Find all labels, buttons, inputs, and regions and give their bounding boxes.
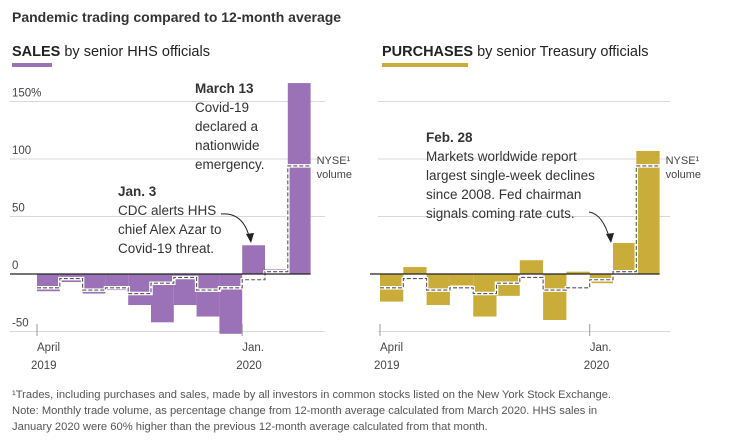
annotation-feb28-line-0: Feb. 28 <box>426 130 473 145</box>
footnote-line-1: ¹Trades, including purchases and sales, … <box>12 389 612 401</box>
annotation-jan3-line-2: chief Alex Azar to <box>118 222 222 237</box>
annotation-march13-line-3: nationwide <box>195 138 260 153</box>
footnote: ¹Trades, including purchases and sales, … <box>12 387 737 435</box>
annotation-feb28-line-3: since 2008. Fed chairman <box>426 187 581 202</box>
hhs-x-label-0-b: 2019 <box>31 360 57 372</box>
treasury-bar-11 <box>636 150 660 274</box>
treasury-bar-8 <box>566 271 590 274</box>
footnote-line-3: January 2020 were 60% higher than the pr… <box>12 421 488 433</box>
annotation-feb28-line-1: Markets worldwide report <box>426 149 577 164</box>
treasury-nyse-label-1: NYSE¹ <box>666 155 700 167</box>
y-tick-label-4: -50 <box>12 318 29 330</box>
treasury-x-label-1-b: 2020 <box>584 360 610 372</box>
annotation-feb28-arrowhead <box>606 233 614 243</box>
annotation-march13-line-4: emergency. <box>195 157 265 172</box>
hhs-x-label-0-a: April <box>37 342 60 354</box>
annotation-feb28-line-2: largest single-week declines <box>426 168 595 183</box>
treasury-bar-7 <box>543 274 567 320</box>
annotation-march13-line-2: declared a <box>195 119 259 134</box>
treasury-bar-10 <box>613 242 637 274</box>
treasury-title-bold: PURCHASES <box>382 44 474 60</box>
annotation-jan3-line-0: Jan. 3 <box>118 184 157 199</box>
y-tick-label-3: 0 <box>12 260 18 272</box>
treasury-nyse-label-2: volume <box>666 169 701 181</box>
treasury-panel-title: PURCHASES by senior Treasury officials <box>382 44 648 60</box>
hhs-title-swatch <box>12 63 52 67</box>
hhs-x-label-1-a: Jan. <box>242 342 264 354</box>
y-tick-label-2: 50 <box>12 203 25 215</box>
annotation-jan3-arrow-line <box>220 213 251 241</box>
y-tick-label-1: 100 <box>12 145 31 157</box>
hhs-bar-9 <box>242 245 265 274</box>
hhs-title-bold: SALES <box>12 44 61 60</box>
hhs-title-rest: by senior HHS officials <box>60 44 210 60</box>
hhs-panel-title: SALES by senior HHS officials <box>12 44 210 60</box>
annotation-jan3-line-3: Covid-19 threat. <box>118 241 214 256</box>
annotation-feb28-line-4: signals coming rate cuts. <box>426 206 575 221</box>
treasury-x-label-1-a: Jan. <box>590 342 612 354</box>
hhs-bar-7 <box>196 274 220 317</box>
hhs-bar-8 <box>219 274 243 334</box>
annotation-march13-line-0: March 13 <box>195 81 254 96</box>
treasury-bar-3 <box>449 274 474 286</box>
annotation-jan3-line-1: CDC alerts HHS <box>118 203 216 218</box>
annotation-jan3-arrowhead <box>246 233 254 243</box>
hhs-bar-11 <box>287 83 311 274</box>
annotation-march13-line-1: Covid-19 <box>195 100 249 115</box>
hhs-nyse-line <box>37 165 311 295</box>
treasury-title-rest: by senior Treasury officials <box>473 44 649 60</box>
hhs-bar-5 <box>151 274 174 323</box>
y-tick-label-0: 150% <box>12 88 41 100</box>
treasury-title-swatch <box>382 63 468 67</box>
footnote-line-2: Note: Monthly trade volume, as percentag… <box>12 405 598 417</box>
chart-headline: Pandemic trading compared to 12-month av… <box>12 9 342 25</box>
treasury-bar-1 <box>403 267 427 274</box>
hhs-bar-4 <box>128 274 151 306</box>
hhs-x-label-1-b: 2020 <box>236 360 262 372</box>
hhs-bar-6 <box>173 274 197 306</box>
treasury-bar-6 <box>519 260 544 274</box>
treasury-nyse-line <box>380 165 660 295</box>
hhs-nyse-label-1: NYSE¹ <box>317 155 351 167</box>
treasury-x-label-0-b: 2019 <box>374 360 400 372</box>
hhs-nyse-label-2: volume <box>317 169 352 181</box>
treasury-x-label-0-a: April <box>380 342 403 354</box>
